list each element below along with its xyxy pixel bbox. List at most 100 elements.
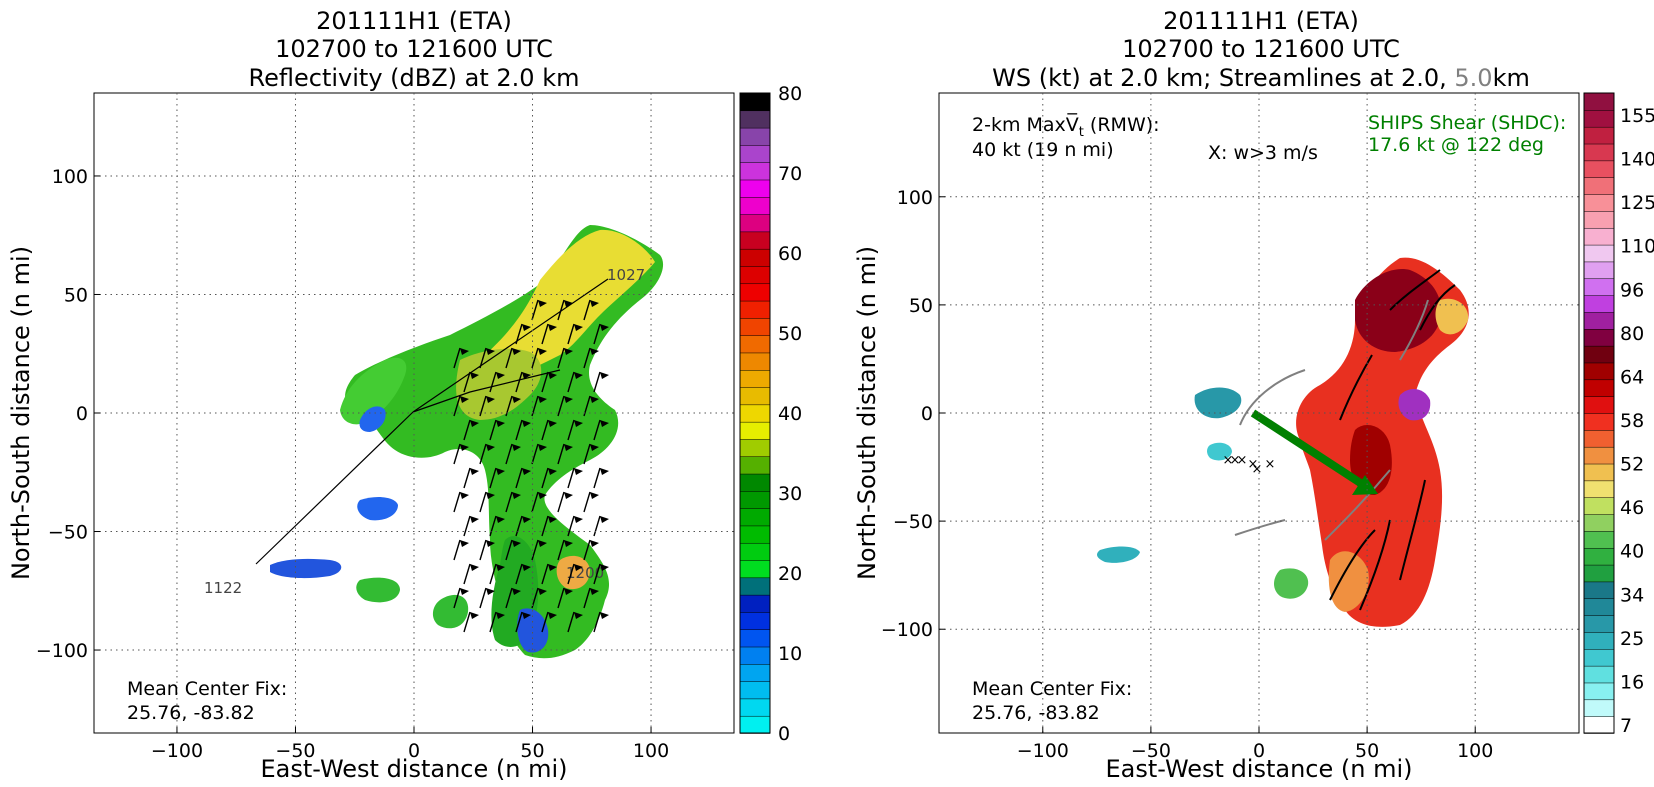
wind-barb-flag xyxy=(600,612,609,619)
wind-barb-flag xyxy=(496,468,505,475)
wind-barb-flag xyxy=(600,324,609,331)
colorbar-swatch xyxy=(739,386,771,406)
streamline-5km-1 xyxy=(1239,369,1306,426)
colorbar-swatch xyxy=(1583,547,1615,566)
wind-barb xyxy=(463,467,471,489)
wind-barb xyxy=(583,347,591,369)
x-tick-label: −100 xyxy=(151,740,203,762)
right-annotation-line-2: 25.76, -83.82 xyxy=(972,702,1100,724)
colorbar-swatch xyxy=(739,698,771,717)
wind-barb xyxy=(593,515,601,537)
wind-barb xyxy=(479,491,487,513)
colorbar-swatch xyxy=(1583,126,1615,145)
wind-barb-flag xyxy=(522,468,531,475)
wind-barb-flag xyxy=(460,396,469,403)
vmax-label-v: V̅ xyxy=(1066,112,1079,136)
colorbar-tick-label: 58 xyxy=(1620,410,1644,432)
colorbar-tick-label: 50 xyxy=(778,323,802,345)
wind-barb xyxy=(505,443,513,465)
wind-barb-flag xyxy=(600,468,609,475)
wind-barb-flag xyxy=(564,348,573,355)
right-title-line-3-level: 5.0 xyxy=(1454,64,1492,92)
track-label-1122: 1122 xyxy=(204,579,242,597)
y-tick-label: 100 xyxy=(52,166,88,188)
wind-barb-flag xyxy=(470,516,479,523)
wind-barb-flag xyxy=(470,564,479,571)
wind-barb-flag xyxy=(600,516,609,523)
wind-barb xyxy=(489,515,497,537)
right-title-line-3: WS (kt) at 2.0 km; Streamlines at 2.0, 5… xyxy=(992,64,1530,92)
wind-barb xyxy=(479,443,487,465)
wind-barb xyxy=(567,611,575,633)
wind-barb-flag xyxy=(548,516,557,523)
wind-barb-flag xyxy=(538,444,547,451)
w-marker-x: × xyxy=(1230,453,1241,468)
colorbar-swatch xyxy=(1583,92,1615,111)
wind-barb xyxy=(557,443,565,465)
wind-barb-flag xyxy=(470,612,479,619)
wind-barb xyxy=(541,563,549,585)
wind-barb-flag xyxy=(512,444,521,451)
right-y-axis-label: North-South distance (n mi) xyxy=(853,246,881,580)
wind-barb-flag xyxy=(574,468,583,475)
colorbar-swatch xyxy=(1583,446,1615,465)
wind-barb xyxy=(557,491,565,513)
wind-barb xyxy=(541,515,549,537)
wind-barb-flag xyxy=(564,540,573,547)
colorbar-swatch xyxy=(739,663,771,682)
wind-barb xyxy=(541,323,549,345)
w-marker-note: X: w>3 m/s xyxy=(1208,142,1318,164)
wind-barb xyxy=(531,443,539,465)
colorbar-swatch xyxy=(739,196,771,215)
wind-barb-flag xyxy=(538,540,547,547)
wind-barb xyxy=(583,443,591,465)
colorbar-swatch xyxy=(1583,345,1615,364)
right-x-axis-label: East-West distance (n mi) xyxy=(1105,755,1412,783)
wind-barb xyxy=(541,611,549,633)
wind-barb-flag xyxy=(548,468,557,475)
flight-track-2 xyxy=(255,411,414,565)
wind-barb-flag xyxy=(522,564,531,571)
wind-barb-flag xyxy=(548,564,557,571)
y-tick-label: 50 xyxy=(909,295,933,317)
wind-barb-flag xyxy=(512,396,521,403)
shear-arrow xyxy=(1250,409,1368,490)
right-title-line-1: 201111H1 (ETA) xyxy=(1163,7,1359,35)
flight-track-3 xyxy=(412,369,561,413)
wind-barb xyxy=(489,467,497,489)
wind-barb-flag xyxy=(538,492,547,499)
wind-barb xyxy=(557,587,565,609)
colorbar-swatch xyxy=(1583,665,1615,684)
wind-barb-flag xyxy=(538,348,547,355)
right-title-line-3-unit: km xyxy=(1493,64,1530,92)
colorbar-tick-label: 7 xyxy=(1620,715,1632,737)
wind-barb-flag xyxy=(574,516,583,523)
wind-barb-flag xyxy=(496,420,505,427)
echo-band-main xyxy=(345,225,664,659)
echo-far-sw-3 xyxy=(356,577,400,603)
wind-barb xyxy=(463,563,471,585)
y-tick-label: −50 xyxy=(893,511,933,533)
wind-barb xyxy=(583,299,591,321)
wind-barb-flag xyxy=(486,540,495,547)
colorbar-swatch xyxy=(1583,463,1615,482)
colorbar-tick-label: 46 xyxy=(1620,497,1644,519)
colorbar-swatch xyxy=(739,92,771,112)
wind-barb xyxy=(479,539,487,561)
colorbar-swatch xyxy=(739,248,771,267)
colorbar-swatch xyxy=(739,525,771,544)
colorbar-tick-label: 60 xyxy=(778,243,802,265)
w-marker-x: × xyxy=(1248,457,1259,472)
colorbar-swatch xyxy=(1583,261,1615,280)
colorbar-swatch xyxy=(739,283,771,302)
wind-barb xyxy=(479,347,487,369)
wind-barb xyxy=(515,467,523,489)
wind-barb-flag xyxy=(548,612,557,619)
right-y-axis-ticks: −100 −50 0 50 100 xyxy=(881,187,945,641)
y-tick-label: −50 xyxy=(48,522,88,544)
colorbar-tick-label: 25 xyxy=(1620,628,1644,650)
wind-barb xyxy=(567,323,575,345)
left-y-axis-label: North-South distance (n mi) xyxy=(7,246,35,580)
colorbar-swatch xyxy=(739,231,771,250)
colorbar-tick-label: 52 xyxy=(1620,454,1644,476)
